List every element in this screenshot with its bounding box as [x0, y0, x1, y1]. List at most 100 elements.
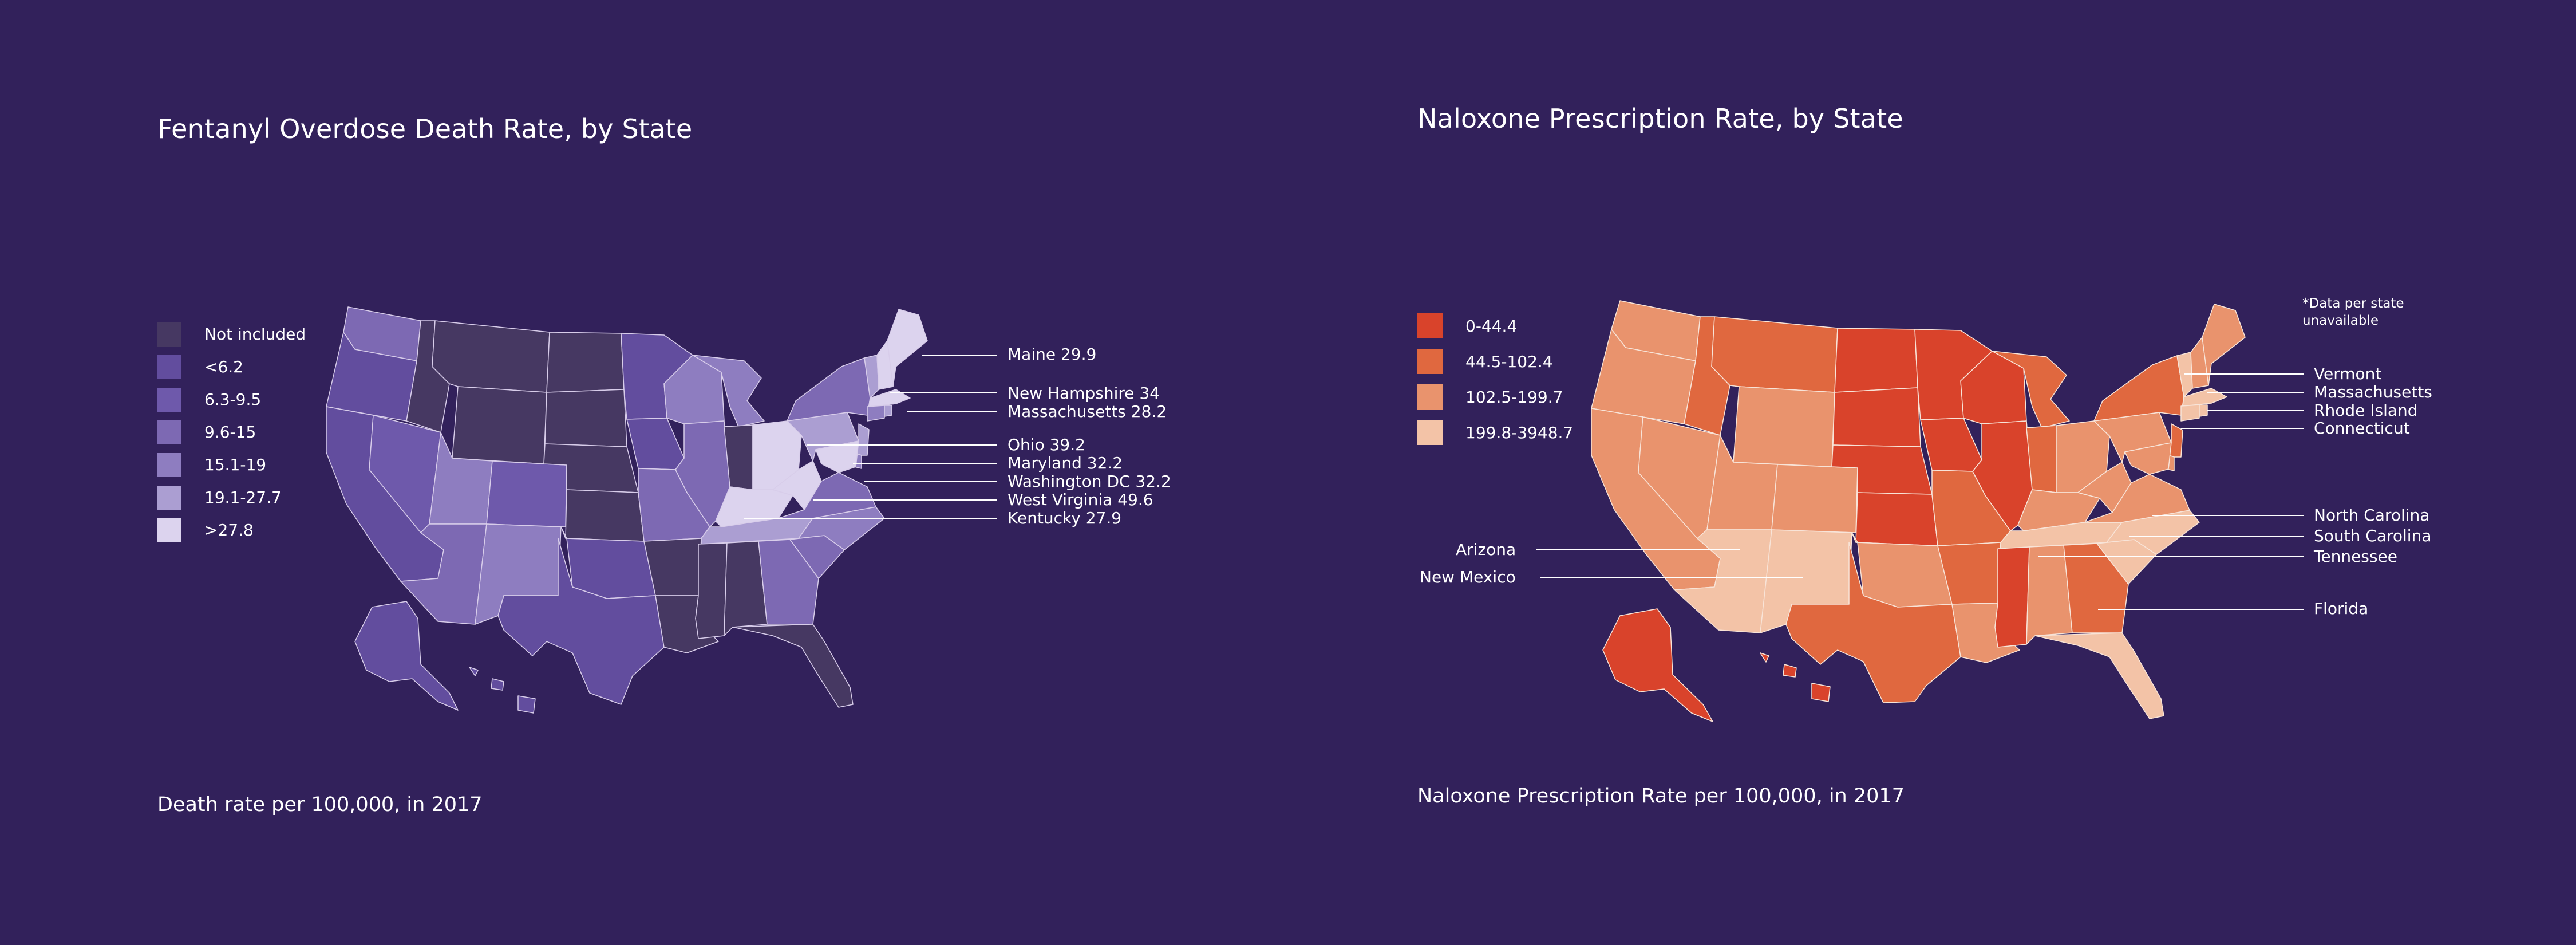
- callout-massachusetts: Massachusetts: [2314, 383, 2432, 401]
- legend-item: 9.6-15: [157, 416, 306, 448]
- legend-swatch: [157, 355, 181, 379]
- state-mississippi: [695, 542, 728, 639]
- legend-label: 102.5-199.7: [1465, 387, 1563, 407]
- callout-rhode-island: Rhode Island: [2314, 401, 2418, 420]
- legend-swatch: [157, 452, 181, 477]
- callout-west-virginia: West Virginia 49.6: [1008, 490, 1153, 509]
- state-maine: [887, 309, 928, 387]
- state-north-dakota: [546, 332, 625, 393]
- right-footnote: Naloxone Prescription Rate per 100,000, …: [1417, 785, 1905, 808]
- callout-maine: Maine 29.9: [1008, 345, 1097, 364]
- state-new-jersey: [2168, 423, 2183, 458]
- state-alaska: [1602, 608, 1713, 722]
- left-footnote: Death rate per 100,000, in 2017: [157, 793, 483, 816]
- state-georgia: [758, 539, 819, 625]
- legend-label: 9.6-15: [204, 423, 256, 442]
- callout-vermont: Vermont: [2314, 364, 2382, 383]
- legend-label: <6.2: [204, 357, 243, 376]
- legend-swatch: [1417, 313, 1443, 338]
- state-iowa: [1920, 418, 1982, 472]
- state-connecticut: [867, 405, 885, 422]
- legend-item: Not included: [157, 318, 306, 351]
- state-alabama: [724, 541, 768, 636]
- legend-item: <6.2: [157, 351, 306, 383]
- callout-south-carolina: South Carolina: [2314, 526, 2432, 545]
- legend-swatch: [157, 485, 181, 510]
- right-us-map: [1591, 300, 2246, 722]
- legend-item: 44.5-102.4: [1417, 344, 1573, 379]
- state-michigan: [692, 355, 765, 427]
- state-florida: [2034, 632, 2164, 719]
- callout-new-hampshire: New Hampshire 34: [1008, 384, 1160, 403]
- legend-item: 19.1-27.7: [157, 481, 306, 514]
- legend-label: >27.8: [204, 521, 254, 540]
- state-texas: [497, 538, 665, 705]
- state-rhode-island: [2199, 404, 2208, 417]
- callout-maryland: Maryland 32.2: [1008, 454, 1123, 472]
- state-wyoming: [1733, 386, 1835, 467]
- legend-label: 0-44.4: [1465, 316, 1518, 336]
- callout-north-carolina: North Carolina: [2314, 506, 2430, 525]
- callout-tennessee: Tennessee: [2314, 547, 2397, 566]
- state-virginia: [2084, 474, 2190, 523]
- legend-item: 102.5-199.7: [1417, 379, 1573, 415]
- callout-new-mexico: New Mexico: [1420, 568, 1516, 586]
- legend-swatch: [157, 322, 181, 346]
- state-maryland: [2124, 442, 2172, 475]
- state-michigan: [1992, 351, 2070, 428]
- left-map-title: Fentanyl Overdose Death Rate, by State: [157, 113, 693, 144]
- legend-swatch: [1417, 420, 1443, 445]
- legend-item: 15.1-19: [157, 448, 306, 481]
- state-colorado: [486, 460, 567, 527]
- state-connecticut: [2180, 404, 2200, 422]
- state-alabama: [2026, 545, 2073, 645]
- state-alaska: [354, 601, 459, 711]
- legend-label: 15.1-19: [204, 455, 267, 474]
- callout-connecticut: Connecticut: [2314, 419, 2410, 438]
- callout-arizona: Arizona: [1456, 540, 1516, 559]
- state-kansas: [565, 489, 645, 542]
- right-map-title: Naloxone Prescription Rate, by State: [1417, 103, 1903, 134]
- state-wyoming: [452, 386, 547, 464]
- legend-swatch: [157, 518, 181, 542]
- callout-washington-dc: Washington DC 32.2: [1008, 472, 1171, 491]
- state-rhode-island: [884, 405, 892, 417]
- callout-florida: Florida: [2314, 599, 2369, 618]
- legend-item: 0-44.4: [1417, 308, 1573, 344]
- state-florida: [732, 624, 854, 708]
- legend-swatch: [157, 387, 181, 412]
- state-colorado: [1771, 464, 1858, 533]
- state-iowa: [626, 418, 685, 470]
- state-hawaii: [1760, 652, 1831, 702]
- state-montana: [432, 320, 550, 393]
- legend-swatch: [157, 420, 181, 444]
- legend-item: 199.8-3948.7: [1417, 415, 1573, 450]
- callout-kentucky: Kentucky 27.9: [1008, 509, 1122, 527]
- legend-swatch: [1417, 384, 1443, 410]
- state-massachusetts: [868, 389, 911, 407]
- callout-ohio: Ohio 39.2: [1008, 435, 1085, 454]
- state-kansas: [1855, 492, 1938, 546]
- state-georgia: [2063, 543, 2129, 633]
- legend-label: 199.8-3948.7: [1465, 423, 1574, 442]
- legend-swatch: [1417, 349, 1443, 374]
- state-maine: [2202, 304, 2246, 386]
- state-mississippi: [1994, 546, 2030, 648]
- legend-label: Not included: [204, 325, 306, 344]
- data-unavailable-note: *Data per state unavailable: [2302, 296, 2404, 328]
- state-montana: [1711, 316, 1838, 393]
- state-north-dakota: [1834, 328, 1918, 393]
- state-hawaii: [469, 667, 536, 714]
- legend-label: 44.5-102.4: [1465, 352, 1553, 371]
- legend-item: >27.8: [157, 514, 306, 546]
- legend-item: 6.3-9.5: [157, 383, 306, 416]
- right-legend: 0-44.4 44.5-102.4 102.5-199.7 199.8-3948…: [1417, 308, 1573, 450]
- state-south-dakota: [544, 389, 627, 447]
- legend-label: 6.3-9.5: [204, 390, 262, 409]
- state-texas: [1785, 542, 1961, 703]
- state-maryland: [815, 440, 859, 473]
- left-us-map: [326, 306, 928, 714]
- state-new-york: [2093, 355, 2184, 422]
- legend-label: 19.1-27.7: [204, 488, 282, 507]
- state-virginia: [778, 472, 876, 519]
